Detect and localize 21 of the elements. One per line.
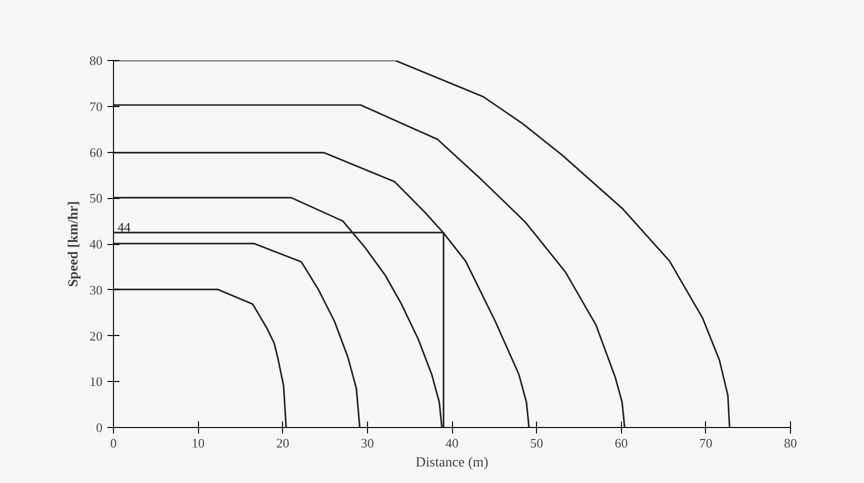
x-tick-label: 0	[110, 436, 117, 450]
x-tick-label: 60	[614, 436, 628, 450]
x-axis-title: Distance (m)	[416, 456, 489, 470]
annotation: 44	[118, 220, 131, 235]
y-tick-label: 60	[90, 144, 102, 160]
x-tick-label: 50	[530, 436, 544, 450]
y-tick-label: 0	[96, 420, 102, 435]
x-tick-label: 10	[192, 436, 205, 450]
y-tick-label: 10	[90, 374, 102, 390]
y-tick-label: 70	[90, 98, 102, 114]
y-tick-label: 50	[90, 190, 102, 206]
x-tick-label: 20	[276, 436, 290, 450]
y-tick-label: 40	[90, 236, 102, 252]
y-tick-label: 30	[90, 282, 102, 298]
y-tick-label: 20	[90, 328, 102, 344]
x-tick-label: 30	[360, 436, 374, 450]
y-tick-label: 80	[90, 53, 102, 68]
y-axis-title: Speed [km/hr]	[66, 201, 82, 287]
x-tick-label: 70	[699, 436, 712, 450]
x-tick-label: 40	[446, 436, 458, 450]
x-tick-label: 80	[784, 436, 797, 450]
